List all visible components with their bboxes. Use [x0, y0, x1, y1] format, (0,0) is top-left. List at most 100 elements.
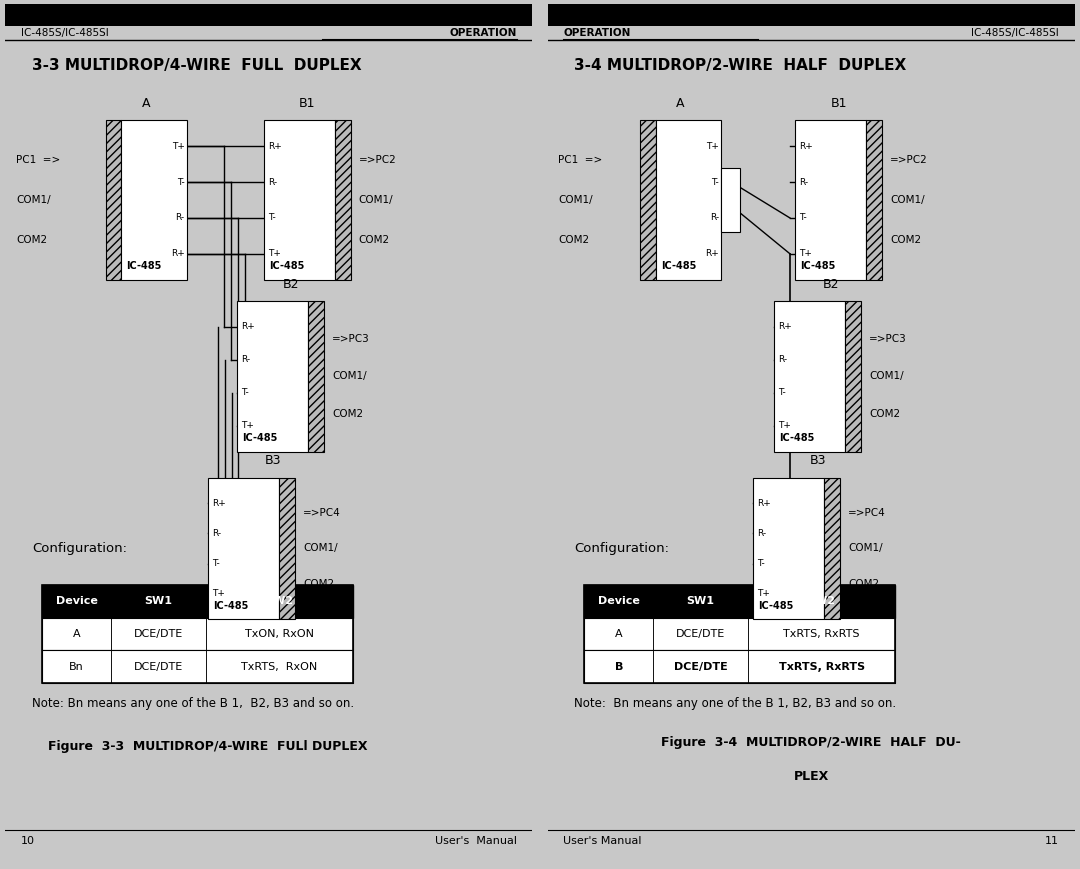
Text: R+: R+ [705, 249, 719, 258]
Bar [335, 121, 351, 280]
Text: COM1/: COM1/ [303, 543, 338, 554]
Text: R-: R- [242, 355, 251, 364]
Bar [42, 650, 111, 683]
Bar [111, 650, 205, 683]
Bar [205, 618, 353, 650]
Text: User's  Manual: User's Manual [434, 836, 516, 846]
Text: A: A [676, 97, 685, 110]
Text: R-: R- [175, 214, 185, 222]
Text: B1: B1 [831, 97, 847, 110]
Bar [238, 302, 309, 452]
Bar [584, 618, 895, 650]
Text: SW2: SW2 [808, 596, 836, 607]
Text: IC-485S/IC-485SI: IC-485S/IC-485SI [971, 28, 1058, 37]
Text: IC-485S/IC-485SI: IC-485S/IC-485SI [22, 28, 109, 37]
Text: T+: T+ [779, 421, 792, 430]
Text: A: A [72, 629, 80, 639]
Text: COM2: COM2 [303, 579, 335, 589]
Text: T-: T- [779, 388, 786, 397]
Text: R-: R- [710, 214, 719, 222]
Text: COM2: COM2 [869, 409, 900, 419]
Bar [42, 618, 353, 650]
Text: =>PC4: =>PC4 [303, 508, 341, 518]
Text: R+: R+ [779, 322, 792, 331]
Text: R+: R+ [242, 322, 255, 331]
Bar [42, 618, 111, 650]
Text: COM2: COM2 [558, 235, 590, 245]
Text: B3: B3 [809, 454, 826, 468]
Bar [795, 121, 866, 280]
Text: T-: T- [177, 177, 185, 187]
Text: DCE/DTE: DCE/DTE [134, 662, 183, 672]
Text: TxRTS, RxRTS: TxRTS, RxRTS [783, 629, 860, 639]
Text: R+: R+ [799, 142, 813, 151]
Text: IC-485: IC-485 [661, 261, 697, 271]
Bar [264, 121, 335, 280]
Bar [280, 478, 295, 620]
Bar [639, 121, 656, 280]
Text: TxRTS,  RxON: TxRTS, RxON [241, 662, 318, 672]
Bar [42, 650, 353, 683]
Text: PC1  =>: PC1 => [16, 156, 60, 165]
Bar [846, 302, 861, 452]
Text: TxON, RxON: TxON, RxON [245, 629, 314, 639]
Text: PC1  =>: PC1 => [558, 156, 603, 165]
Text: OPERATION: OPERATION [449, 28, 516, 37]
Text: T-: T- [213, 559, 220, 568]
Bar [747, 650, 895, 683]
Bar [721, 169, 740, 232]
Text: TxRTS, RxRTS: TxRTS, RxRTS [779, 662, 865, 672]
Bar [309, 302, 324, 452]
Text: Note:  Bn means any one of the B 1, B2, B3 and so on.: Note: Bn means any one of the B 1, B2, B… [573, 697, 896, 710]
Bar [656, 121, 721, 280]
Text: T+: T+ [799, 249, 812, 258]
Text: COM1/: COM1/ [558, 195, 593, 205]
Text: T+: T+ [268, 249, 281, 258]
Text: Bn: Bn [69, 662, 84, 672]
Text: T+: T+ [213, 589, 226, 598]
Text: T-: T- [268, 214, 275, 222]
Text: COM1/: COM1/ [848, 543, 882, 554]
Text: IC-485: IC-485 [126, 261, 162, 271]
Text: Figure  3-4  MULTIDROP/2-WIRE  HALF  DU-: Figure 3-4 MULTIDROP/2-WIRE HALF DU- [661, 735, 961, 748]
Text: T-: T- [242, 388, 249, 397]
Text: Note: Bn means any one of the B 1,  B2, B3 and so on.: Note: Bn means any one of the B 1, B2, B… [31, 697, 354, 710]
Text: T-: T- [757, 559, 765, 568]
Bar [584, 650, 653, 683]
Text: 3-4 MULTIDROP/2-WIRE  HALF  DUPLEX: 3-4 MULTIDROP/2-WIRE HALF DUPLEX [573, 57, 906, 73]
Text: COM2: COM2 [333, 409, 363, 419]
Text: R+: R+ [757, 499, 771, 507]
Bar [106, 121, 121, 280]
Text: SW2: SW2 [266, 596, 294, 607]
Text: R-: R- [757, 529, 767, 538]
Text: SW1: SW1 [145, 596, 172, 607]
Text: B: B [615, 662, 623, 672]
Text: IC-485: IC-485 [243, 433, 278, 443]
Text: R-: R- [799, 177, 809, 187]
Bar [548, 4, 1075, 26]
Text: COM1/: COM1/ [16, 195, 51, 205]
Text: B2: B2 [283, 278, 299, 291]
Text: R-: R- [268, 177, 276, 187]
Text: COM1/: COM1/ [890, 195, 924, 205]
Bar [866, 121, 882, 280]
Text: B3: B3 [265, 454, 281, 468]
Text: =>PC4: =>PC4 [848, 508, 886, 518]
Text: R-: R- [779, 355, 787, 364]
Text: DCE/DTE: DCE/DTE [674, 662, 727, 672]
Text: COM1/: COM1/ [869, 371, 904, 381]
Text: R+: R+ [171, 249, 185, 258]
Text: Device: Device [55, 596, 97, 607]
Bar [753, 478, 824, 620]
Bar [747, 618, 895, 650]
Bar [824, 478, 840, 620]
Bar [42, 585, 353, 683]
Text: PLEX: PLEX [794, 770, 828, 783]
Text: COM1/: COM1/ [333, 371, 367, 381]
Text: R-: R- [213, 529, 221, 538]
Bar [653, 650, 747, 683]
Text: =>PC2: =>PC2 [890, 156, 928, 165]
Bar [653, 618, 747, 650]
Text: B1: B1 [299, 97, 315, 110]
Text: 10: 10 [22, 836, 36, 846]
